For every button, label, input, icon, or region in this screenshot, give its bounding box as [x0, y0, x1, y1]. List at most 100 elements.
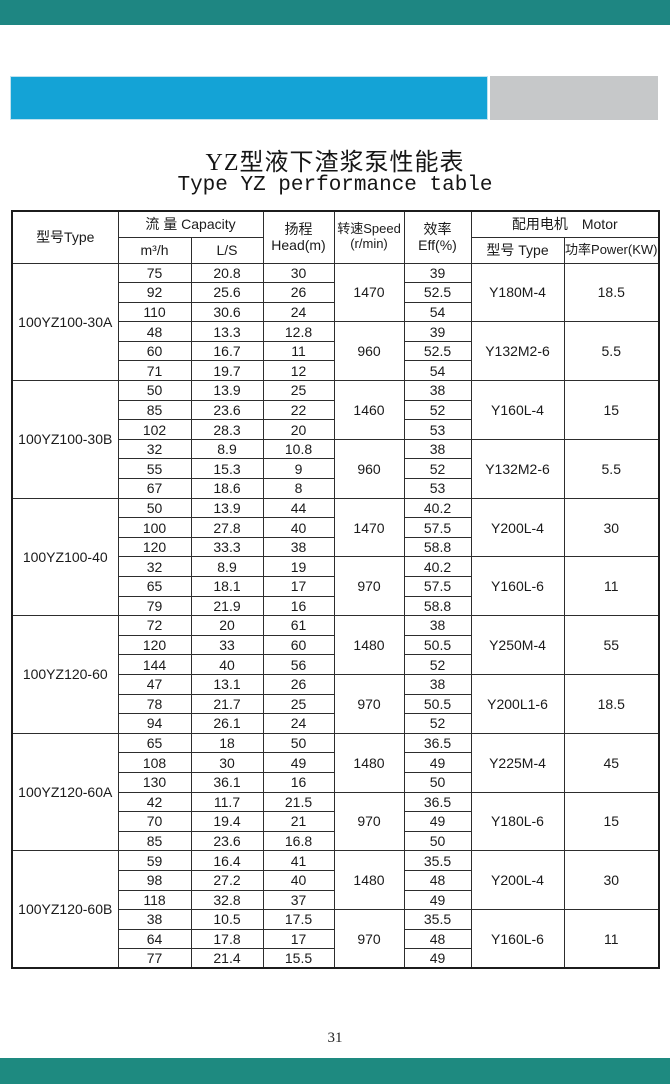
table-row: 55 15.3 9 52 — [12, 458, 659, 480]
cell-eff: 54 — [403, 360, 472, 382]
cell-capacity-m3h: 144 — [117, 654, 192, 675]
cell-capacity-ls: 30 — [190, 752, 264, 773]
cell-speed: 970 — [333, 909, 405, 969]
cell-motor-type: Y250M-4 — [470, 615, 565, 675]
gray-accent-bar — [490, 76, 658, 120]
cell-motor-type: Y180M-4 — [470, 262, 565, 323]
cell-speed: 1480 — [333, 615, 405, 675]
cell-model: 100YZ120-60A — [11, 732, 119, 852]
cell-motor-power: 30 — [563, 497, 660, 558]
header-eff: 效率 Eff(%) — [403, 210, 472, 264]
cell-capacity-m3h: 85 — [117, 830, 192, 852]
cell-capacity-ls: 27.2 — [190, 869, 264, 891]
cell-capacity-m3h: 130 — [117, 771, 192, 793]
table-row: 77 21.4 15.5 49 — [12, 948, 659, 969]
table-row: 42 11.7 21.5 970 36.5 Y180L-6 15 — [12, 791, 660, 852]
cell-capacity-m3h: 55 — [117, 458, 192, 480]
table-row: 100YZ120-60A 65 18 50 1480 36.5 Y225M-4 45 — [11, 732, 660, 852]
cell-capacity-m3h: 108 — [117, 752, 192, 773]
cell-head: 40 — [262, 869, 335, 891]
cell-head: 40 — [262, 517, 335, 538]
table-row: 144 40 56 52 — [12, 654, 659, 675]
cell-capacity-m3h: 64 — [117, 928, 192, 950]
cell-head: 17.5 — [262, 909, 335, 930]
cell-capacity-ls: 30.6 — [190, 301, 264, 323]
cell-capacity-m3h: 120 — [117, 536, 192, 558]
cell-capacity-m3h: 59 — [117, 850, 192, 871]
cell-eff: 38 — [403, 380, 472, 401]
cell-eff: 52 — [403, 458, 472, 480]
cell-capacity-m3h: 67 — [117, 478, 192, 499]
cell-capacity-m3h: 38 — [117, 909, 192, 930]
cell-capacity-ls: 16.4 — [190, 850, 264, 871]
cell-head: 26 — [262, 673, 335, 695]
cell-head: 38 — [262, 536, 335, 558]
cell-eff: 49 — [403, 752, 472, 773]
cell-motor-power: 18.5 — [563, 262, 660, 323]
table-row: 94 26.1 24 52 — [12, 713, 659, 734]
cell-capacity-ls: 21.9 — [190, 595, 264, 617]
table-row: 130 36.1 16 50 — [12, 771, 659, 793]
table-row: 100YZ100-30B 50 13.9 25 1460 38 Y160L-4 15 — [11, 380, 660, 499]
table-row: 100YZ100-30A 75 20.8 30 1470 39 Y180M-4 18.5 — [11, 262, 660, 382]
cell-capacity-m3h: 79 — [117, 595, 192, 617]
cell-eff: 49 — [403, 811, 472, 832]
cell-capacity-m3h: 65 — [117, 732, 192, 754]
cell-capacity-m3h: 75 — [117, 262, 192, 284]
header-motor-type: 型号 Type — [470, 236, 565, 264]
cell-capacity-ls: 8.9 — [190, 556, 264, 577]
header-capacity-m3h: m³/h — [117, 236, 192, 264]
cell-head: 11 — [262, 340, 335, 362]
cell-head: 12 — [262, 360, 335, 382]
table-row: 98 27.2 40 48 — [12, 869, 659, 891]
cell-motor-type: Y160L-6 — [470, 556, 565, 617]
cell-capacity-m3h: 47 — [117, 673, 192, 695]
cell-speed: 1480 — [333, 850, 405, 911]
cell-capacity-m3h: 32 — [117, 438, 192, 460]
cell-speed: 1470 — [333, 262, 405, 323]
cell-head: 8 — [262, 478, 335, 499]
table-row: 100YZ100-40 50 13.9 44 1470 40.2 Y200L-4 30 — [11, 497, 660, 617]
cell-capacity-ls: 40 — [190, 654, 264, 675]
cell-motor-type: Y200L1-6 — [470, 673, 565, 734]
cell-capacity-ls: 33 — [190, 634, 264, 656]
table-row: 70 19.4 21 49 — [12, 811, 659, 832]
cell-motor-power: 11 — [563, 909, 660, 969]
table-row: 108 30 49 49 — [12, 752, 659, 773]
cell-eff: 49 — [403, 948, 472, 969]
cell-head: 10.8 — [262, 438, 335, 460]
cell-motor-type: Y160L-6 — [470, 909, 565, 969]
cell-model: 100YZ100-30B — [11, 380, 119, 499]
cell-eff: 35.5 — [403, 909, 472, 930]
cell-capacity-ls: 21.4 — [190, 948, 264, 969]
cell-eff: 36.5 — [403, 791, 472, 813]
cell-model: 100YZ120-60 — [11, 615, 119, 734]
cell-eff: 50 — [403, 771, 472, 793]
cell-eff: 54 — [403, 301, 472, 323]
header-capacity-ls: L/S — [190, 236, 264, 264]
top-accent-bar — [0, 0, 670, 25]
cell-capacity-ls: 32.8 — [190, 889, 264, 911]
cell-capacity-m3h: 78 — [117, 693, 192, 715]
cell-motor-type: Y180L-6 — [470, 791, 565, 852]
cell-head: 26 — [262, 282, 335, 303]
cell-capacity-m3h: 85 — [117, 399, 192, 421]
cell-speed: 1460 — [333, 380, 405, 440]
cell-head: 30 — [262, 262, 335, 284]
cell-head: 25 — [262, 693, 335, 715]
cell-speed: 970 — [333, 673, 405, 734]
cell-capacity-m3h: 77 — [117, 948, 192, 969]
cell-capacity-ls: 8.9 — [190, 438, 264, 460]
cell-eff: 52 — [403, 399, 472, 421]
cell-head: 12.8 — [262, 321, 335, 342]
cell-capacity-ls: 33.3 — [190, 536, 264, 558]
table-body: 100YZ100-30A 75 20.8 30 1470 39 Y180M-4 18.5 92 2… — [11, 262, 660, 969]
bottom-accent-bar — [0, 1058, 670, 1084]
table-row: 78 21.7 25 50.5 — [12, 693, 659, 715]
cyan-accent-bar — [10, 76, 488, 120]
cell-speed: 1480 — [333, 732, 405, 793]
page-title-english: Type YZ performance table — [177, 174, 493, 197]
cell-capacity-m3h: 71 — [117, 360, 192, 382]
page-number: 31 — [327, 1030, 343, 1046]
cell-eff: 52 — [403, 713, 472, 734]
